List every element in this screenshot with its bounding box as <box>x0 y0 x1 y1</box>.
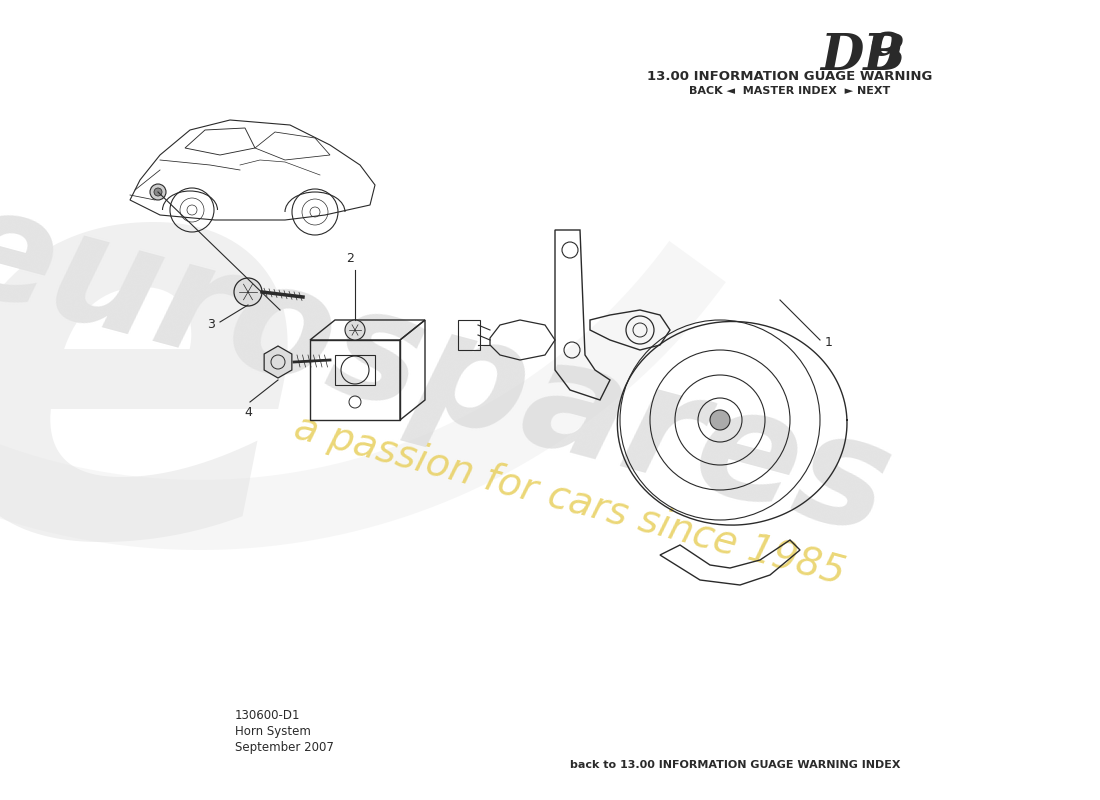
Text: a passion for cars since 1985: a passion for cars since 1985 <box>290 408 849 592</box>
Text: DB: DB <box>820 32 905 81</box>
Text: 130600-D1: 130600-D1 <box>235 709 300 722</box>
Text: BACK ◄  MASTER INDEX  ► NEXT: BACK ◄ MASTER INDEX ► NEXT <box>690 86 891 96</box>
Polygon shape <box>264 346 292 378</box>
Text: e: e <box>0 110 308 650</box>
Text: 3: 3 <box>207 318 215 331</box>
Circle shape <box>154 188 162 196</box>
Text: 13.00 INFORMATION GUAGE WARNING: 13.00 INFORMATION GUAGE WARNING <box>647 70 933 83</box>
Text: 4: 4 <box>244 406 252 419</box>
Text: 2: 2 <box>346 252 354 265</box>
Polygon shape <box>0 163 726 550</box>
Text: 9: 9 <box>868 32 903 81</box>
Text: back to 13.00 INFORMATION GUAGE WARNING INDEX: back to 13.00 INFORMATION GUAGE WARNING … <box>570 760 901 770</box>
Text: Horn System: Horn System <box>235 725 311 738</box>
Circle shape <box>150 184 166 200</box>
Circle shape <box>345 320 365 340</box>
Text: eurospares: eurospares <box>0 173 905 567</box>
Circle shape <box>234 278 262 306</box>
Text: 1: 1 <box>825 335 833 349</box>
Text: September 2007: September 2007 <box>235 741 334 754</box>
Circle shape <box>710 410 730 430</box>
